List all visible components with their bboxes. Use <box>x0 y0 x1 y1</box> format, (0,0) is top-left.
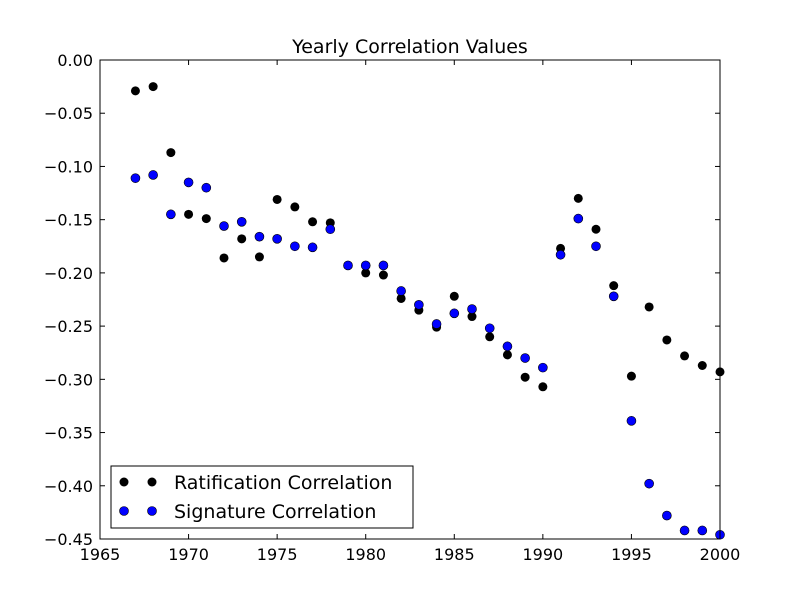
ratification-point-1973 <box>237 234 247 244</box>
ratification-point-1995 <box>626 371 636 381</box>
legend-marker-signature-left <box>119 506 129 516</box>
legend-label-signature: Signature Correlation <box>174 501 376 523</box>
y-tick-label-1: −0.05 <box>44 104 93 123</box>
signature-point-1994 <box>608 291 619 302</box>
ratification-point-1974 <box>254 252 264 262</box>
signature-point-1998 <box>679 525 690 536</box>
ratification-point-1987 <box>485 332 495 342</box>
ratification-point-1972 <box>219 253 229 263</box>
ratification-point-1982 <box>396 293 406 303</box>
data-points <box>130 82 725 540</box>
x-tick-label-2000: 2000 <box>700 545 741 564</box>
signature-point-1995 <box>626 416 637 426</box>
signature-point-1983 <box>414 300 424 310</box>
ratification-point-1985 <box>449 291 459 301</box>
ratification-point-1981 <box>378 270 388 280</box>
signature-point-1986 <box>467 304 477 314</box>
signature-point-1975 <box>272 234 282 244</box>
x-tick-label-1970: 1970 <box>168 545 209 564</box>
signature-point-1984 <box>431 319 442 329</box>
signature-point-1976 <box>290 241 300 252</box>
ratification-point-1986 <box>467 312 477 322</box>
legend: Ratification Correlation Signature Corre… <box>110 465 414 529</box>
ratification-point-1969 <box>166 148 176 158</box>
signature-point-1999 <box>697 525 708 536</box>
y-tick-label-9: −0.45 <box>44 530 93 549</box>
signature-point-1988 <box>502 341 513 352</box>
axis-ticks: 1965 1970 1975 1980 1985 1990 1995 2000 0.00 −0.0… <box>44 51 740 564</box>
legend-marker-ratification-right <box>147 477 157 487</box>
ratification-point-1967 <box>130 86 140 96</box>
y-tick-label-8: −0.40 <box>44 477 93 496</box>
plot-frame <box>99 59 721 540</box>
ratification-point-1999 <box>697 361 707 370</box>
ratification-point-1988 <box>502 350 512 360</box>
signature-point-1979 <box>343 260 353 271</box>
signature-point-1982 <box>396 286 406 296</box>
chart-title: Yearly Correlation Values <box>291 36 528 58</box>
signature-point-1993 <box>591 241 601 252</box>
signature-point-1973 <box>236 217 247 227</box>
ratification-point-1968 <box>148 82 158 92</box>
ratification-point-1992 <box>573 193 583 203</box>
signature-point-1980 <box>360 260 371 271</box>
signature-point-1972 <box>219 221 229 231</box>
signature-point-1987 <box>484 323 495 334</box>
y-tick-label-0: 0.00 <box>57 51 93 70</box>
signature-point-1970 <box>183 177 194 188</box>
signature-point-1996 <box>644 478 654 489</box>
y-tick-label-7: −0.35 <box>44 424 93 443</box>
signature-point-1997 <box>662 510 672 521</box>
signature-point-1971 <box>201 182 212 193</box>
signature-point-1991 <box>555 249 566 260</box>
signature-point-1990 <box>538 362 548 373</box>
ratification-point-1977 <box>308 217 318 227</box>
legend-marker-ratification-left <box>119 477 129 487</box>
ratification-point-1971 <box>201 214 211 224</box>
ratification-point-1970 <box>184 209 194 219</box>
y-tick-label-5: −0.25 <box>44 317 93 336</box>
ratification-point-1996 <box>644 302 654 312</box>
x-tick-label-1980: 1980 <box>345 545 386 564</box>
signature-point-1967 <box>130 173 141 183</box>
y-tick-label-2: −0.10 <box>44 157 93 176</box>
signature-point-1977 <box>307 242 318 253</box>
signature-point-1992 <box>573 213 584 224</box>
ratification-point-1998 <box>680 351 690 361</box>
signature-point-1978 <box>325 224 336 235</box>
x-tick-label-1975: 1975 <box>257 545 298 564</box>
ratification-point-1994 <box>609 281 619 291</box>
signature-point-1981 <box>378 260 389 271</box>
y-tick-label-3: −0.15 <box>44 211 93 230</box>
ratification-point-1989 <box>520 372 530 382</box>
x-tick-label-1995: 1995 <box>611 545 652 564</box>
signature-point-1974 <box>254 231 265 242</box>
legend-box <box>110 465 414 529</box>
plot-axes <box>99 59 721 540</box>
signature-point-1989 <box>520 353 530 363</box>
x-tick-label-1985: 1985 <box>434 545 475 564</box>
ratification-point-1980 <box>361 268 371 278</box>
x-tick-label-1990: 1990 <box>522 545 563 564</box>
legend-marker-signature-right <box>147 506 157 516</box>
legend-label-ratification: Ratification Correlation <box>174 472 392 494</box>
signature-point-1969 <box>166 209 176 220</box>
ratification-point-1975 <box>272 194 282 204</box>
signature-point-1985 <box>449 308 460 319</box>
ratification-point-1997 <box>662 335 672 345</box>
ratification-point-1976 <box>290 202 300 212</box>
ratification-point-1993 <box>591 224 601 234</box>
signature-point-1968 <box>148 170 158 180</box>
x-tick-label-1965: 1965 <box>80 545 121 564</box>
y-tick-label-6: −0.30 <box>44 370 93 389</box>
ratification-point-1990 <box>538 382 548 392</box>
y-tick-label-4: −0.20 <box>44 264 93 283</box>
